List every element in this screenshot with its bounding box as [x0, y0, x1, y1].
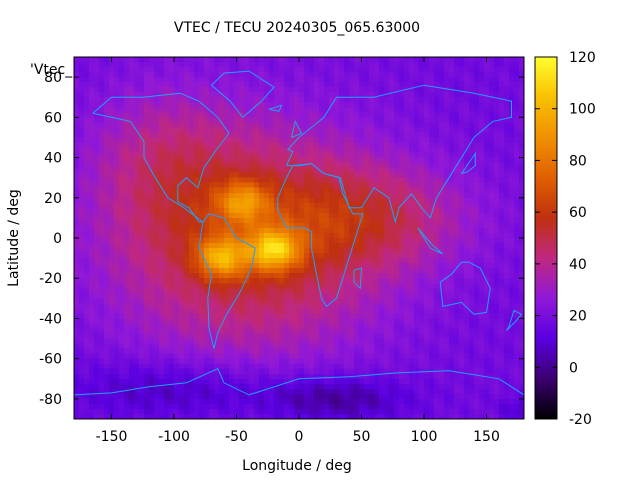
colorbar-tick-label: 120 — [569, 50, 596, 66]
y-axis-label: Latitude / deg — [6, 189, 22, 287]
colorbar-tick-label: 20 — [569, 309, 587, 325]
colorbar-tick-label: 80 — [569, 153, 587, 169]
coastline-6 — [506, 309, 523, 331]
x-tick-label: 0 — [295, 429, 304, 445]
heatmap-plot: -150 -100 -50 0 50 100 150 -80 -60 -40 -20 0 20 40 60… — [30, 56, 525, 445]
y-tick-label: 80 — [44, 70, 62, 86]
colorbar-tick-label: 100 — [569, 102, 596, 118]
colorbar-ticks: -20 0 20 40 60 80 100 120 — [535, 50, 596, 428]
y-axis-ticks: -80 -60 -40 -20 0 20 40 60 80 — [39, 70, 524, 408]
colorbar-gradient — [535, 57, 557, 419]
coastline-0 — [92, 92, 230, 223]
coastline-7 — [353, 267, 363, 290]
colorbar-tick-label: 40 — [569, 257, 587, 273]
y-tick-label: -40 — [39, 311, 62, 327]
legend-entry: 'Vtec_ — [30, 62, 73, 78]
x-tick-label: -50 — [225, 429, 248, 445]
coastline-11 — [291, 119, 303, 138]
coastline-12 — [268, 104, 283, 112]
coastline-9 — [461, 151, 476, 175]
x-tick-label: 50 — [353, 429, 371, 445]
x-tick-label: -150 — [96, 429, 128, 445]
x-axis-label: Longitude / deg — [242, 458, 352, 474]
x-axis-ticks: -150 -100 -50 0 50 100 150 — [96, 57, 500, 445]
y-tick-label: -80 — [39, 392, 62, 408]
coastline-2 — [210, 70, 275, 118]
coastline-10 — [74, 368, 524, 396]
coastline-5 — [439, 261, 491, 315]
x-tick-label: 100 — [411, 429, 438, 445]
coastline-4 — [277, 163, 364, 308]
colorbar: -20 0 20 40 60 80 100 120 — [534, 50, 596, 428]
x-tick-label: -100 — [158, 429, 190, 445]
y-tick-label: 0 — [53, 231, 62, 247]
colorbar-tick-label: -20 — [569, 412, 592, 428]
colorbar-tick-label: 60 — [569, 205, 587, 221]
colorbar-tick-label: 0 — [569, 360, 578, 376]
y-tick-label: 60 — [44, 110, 62, 126]
y-tick-label: -20 — [39, 271, 62, 287]
y-tick-label: 40 — [44, 151, 62, 167]
y-tick-label: -60 — [39, 352, 62, 368]
coastline-8 — [417, 227, 444, 255]
chart-title: VTEC / TECU 20240305_065.63000 — [174, 20, 420, 36]
vtec-heatmap — [74, 57, 524, 419]
coastlines — [74, 70, 524, 396]
x-tick-label: 150 — [473, 429, 500, 445]
coastline-3 — [286, 84, 512, 224]
y-tick-label: 20 — [44, 191, 62, 207]
colorbar-frame — [534, 56, 558, 420]
coastline-1 — [198, 213, 256, 349]
